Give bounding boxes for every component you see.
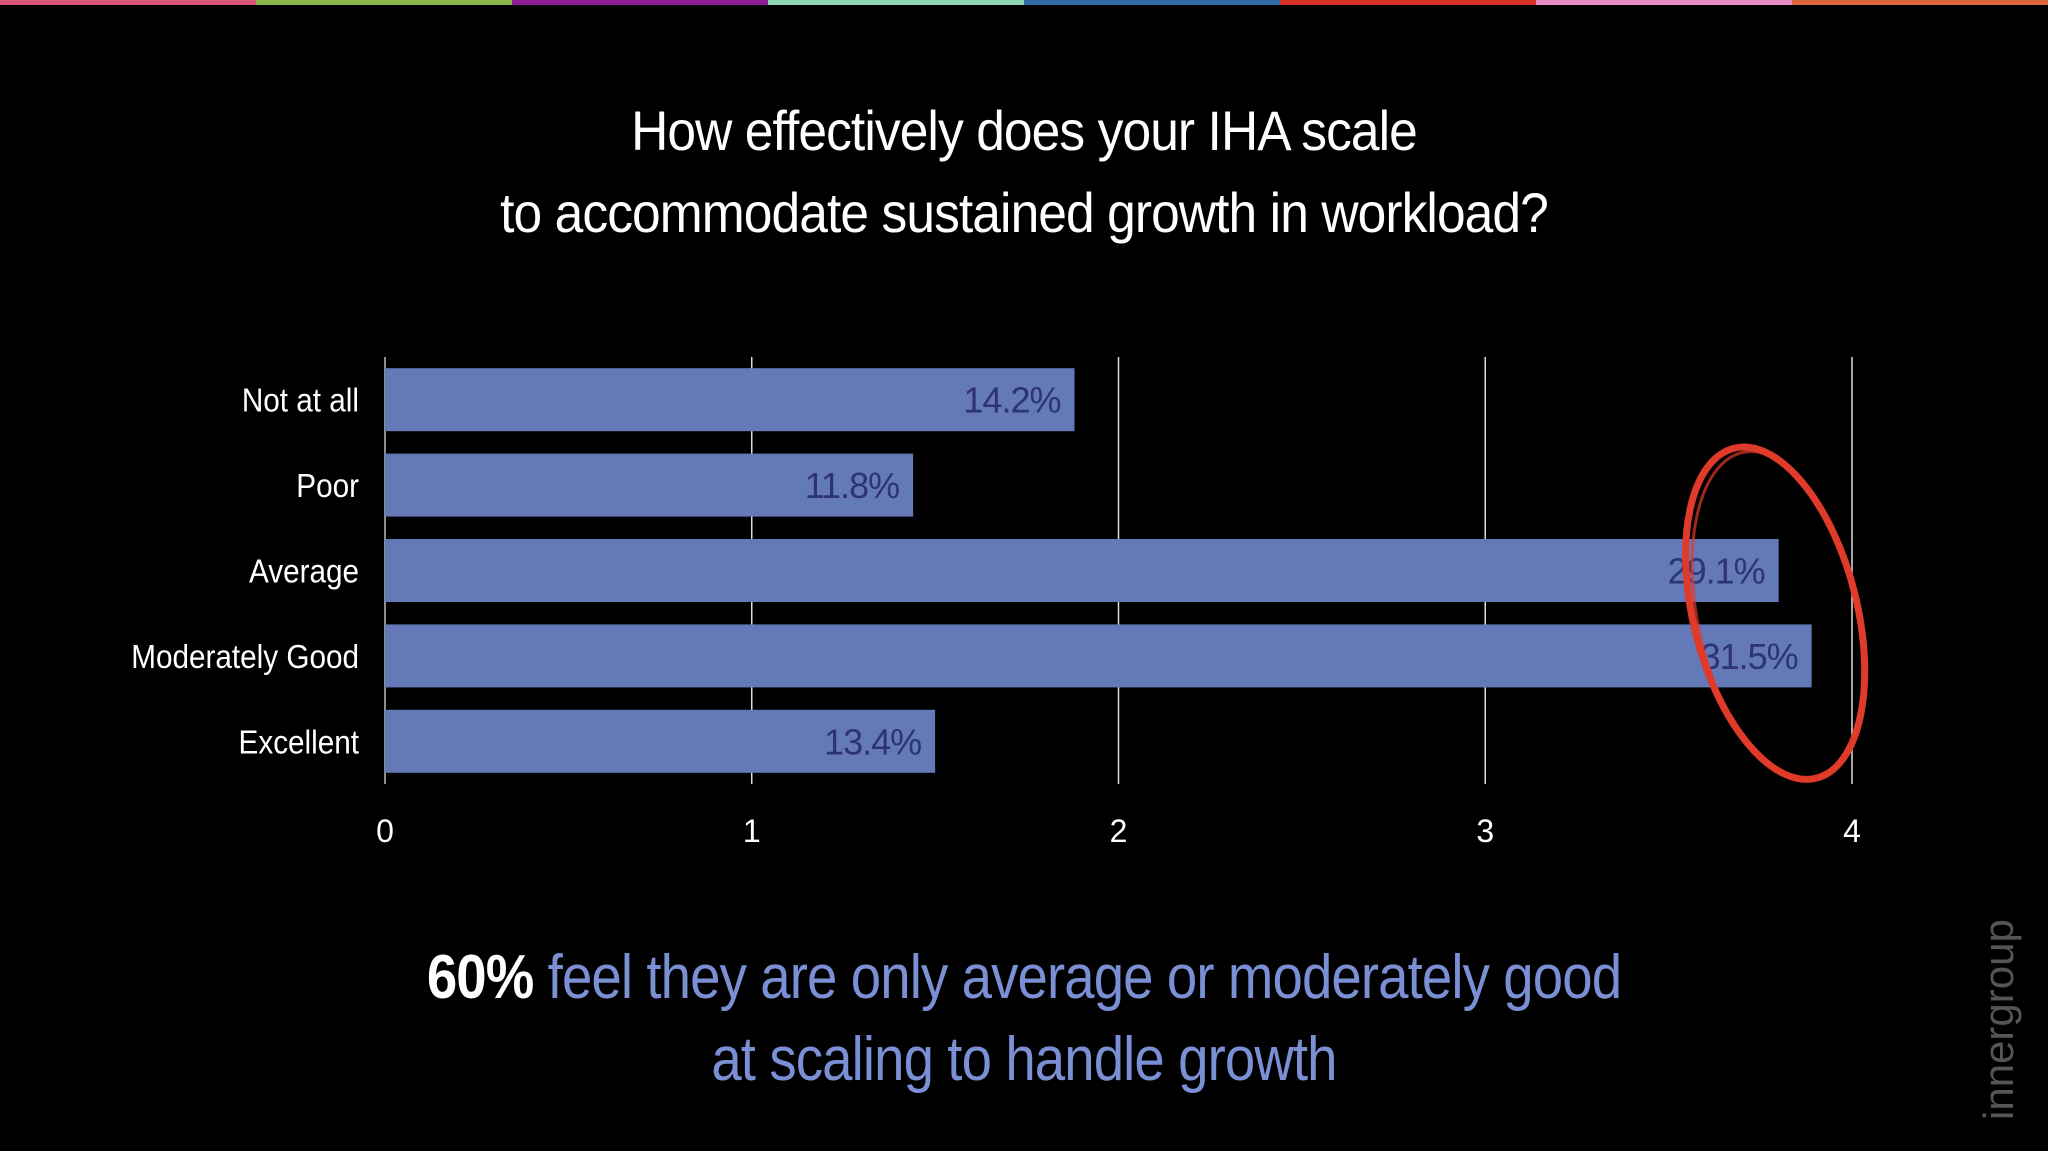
chart-title-line1: How effectively does your IHA scale bbox=[631, 99, 1418, 162]
data-label: 11.8% bbox=[805, 465, 899, 506]
bar bbox=[385, 368, 1075, 432]
bar bbox=[385, 453, 914, 517]
category-label: Moderately Good bbox=[131, 638, 359, 675]
top-bar-segment bbox=[256, 0, 512, 5]
data-label: 31.5% bbox=[1701, 636, 1798, 677]
top-bar-segment bbox=[512, 0, 768, 5]
category-label: Excellent bbox=[239, 724, 360, 761]
x-tick-label: 1 bbox=[743, 813, 761, 849]
category-label: Average bbox=[249, 553, 359, 590]
top-bar-segment bbox=[1280, 0, 1536, 5]
bar bbox=[385, 624, 1812, 688]
watermark-logo: innergroup bbox=[1975, 919, 2022, 1120]
top-bar-segment bbox=[1536, 0, 1792, 5]
top-color-bar bbox=[0, 0, 2048, 5]
takeaway-line1: 60% feel they are only average or modera… bbox=[123, 942, 1925, 1013]
takeaway-line1-text: feel they are only average or moderately… bbox=[533, 943, 1622, 1012]
category-label: Poor bbox=[296, 468, 359, 505]
x-tick-label: 3 bbox=[1476, 813, 1494, 849]
top-bar-segment bbox=[0, 0, 256, 5]
category-label: Not at all bbox=[242, 382, 359, 419]
data-label: 13.4% bbox=[824, 721, 921, 762]
x-tick-label: 2 bbox=[1110, 813, 1128, 849]
data-label: 14.2% bbox=[963, 380, 1060, 421]
chart-title-line2: to accommodate sustained growth in workl… bbox=[500, 181, 1549, 244]
top-bar-segment bbox=[1792, 0, 2048, 5]
takeaway-line2: at scaling to handle growth bbox=[711, 1025, 1337, 1094]
bar bbox=[385, 709, 936, 773]
x-tick-label: 4 bbox=[1843, 813, 1861, 849]
x-tick-label: 0 bbox=[376, 813, 394, 849]
takeaway-emphasis: 60% bbox=[426, 943, 534, 1012]
top-bar-segment bbox=[1024, 0, 1280, 5]
top-bar-segment bbox=[768, 0, 1024, 5]
highlight-circle-stroke bbox=[1690, 450, 1865, 782]
bar bbox=[385, 539, 1779, 602]
